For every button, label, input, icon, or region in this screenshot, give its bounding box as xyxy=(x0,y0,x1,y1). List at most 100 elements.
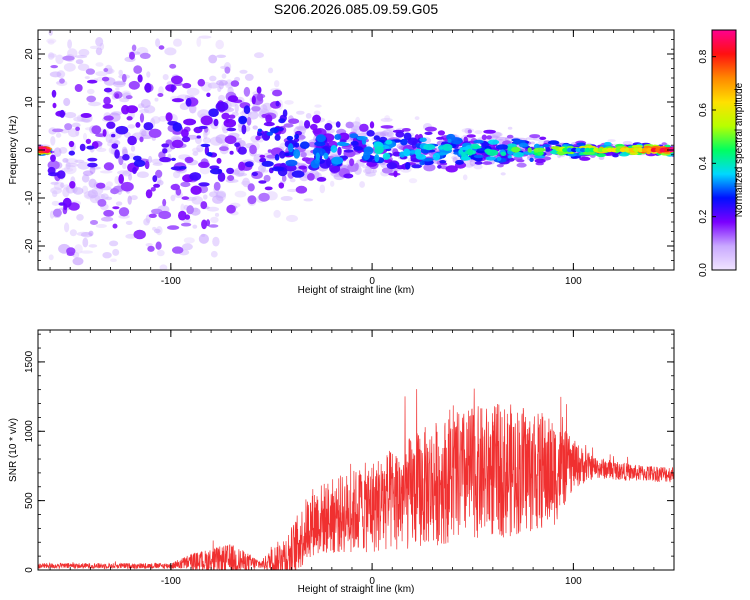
spectrogram-blob xyxy=(133,155,142,161)
spectrogram-blob xyxy=(331,156,344,165)
spectrogram-blob xyxy=(170,84,175,93)
spectrogram-blob xyxy=(208,108,219,117)
spectrogram-blob xyxy=(357,132,370,137)
spectrogram-blob xyxy=(208,224,219,228)
spectrogram-blob xyxy=(288,118,300,124)
spectrogram-blob xyxy=(511,146,521,153)
spectrogram-blob xyxy=(527,147,532,153)
spectrogram-blob xyxy=(237,146,247,155)
spectrogram-blob xyxy=(330,145,338,153)
spectrogram-blob xyxy=(120,181,134,192)
spectrogram-blob xyxy=(185,98,192,107)
spectrogram-y-tick-label: 0 xyxy=(24,147,35,153)
spectrogram-blob xyxy=(380,117,393,122)
spectrogram-blob xyxy=(270,101,282,109)
spectrogram-blob xyxy=(110,258,117,263)
spectrogram-blob xyxy=(518,142,529,148)
spectrogram-blob xyxy=(59,109,65,118)
spectrogram-blob xyxy=(133,65,143,74)
spectrogram-blob xyxy=(382,152,391,160)
spectrogram-blob xyxy=(286,214,298,223)
spectrogram-blob xyxy=(141,130,147,137)
spectrogram-blob xyxy=(64,123,73,131)
spectrogram-blob xyxy=(372,169,377,174)
spectrogram-blob xyxy=(189,172,202,181)
spectrogram-blob xyxy=(78,48,90,57)
spectrogram-blob xyxy=(506,134,514,139)
spectrogram-blob xyxy=(87,162,98,168)
spectrogram-blob xyxy=(183,118,197,126)
spectrogram-blob xyxy=(171,98,184,103)
spectrogram-blob xyxy=(129,51,135,60)
snr-y-label: SNR (10 * v/v) xyxy=(8,418,19,482)
spectrogram-blob xyxy=(259,157,267,163)
spectrogram-blob xyxy=(56,170,66,179)
spectrogram-blob xyxy=(227,95,239,103)
spectrogram-blob xyxy=(284,100,294,105)
spectrogram-blob xyxy=(305,113,312,119)
spectrogram-peak-blob xyxy=(624,147,631,153)
spectrogram-blob xyxy=(148,128,162,138)
spectrogram-blob xyxy=(95,224,107,228)
spectrogram-blob xyxy=(542,144,550,148)
spectrogram-blobs xyxy=(38,30,674,270)
spectrogram-blob xyxy=(178,210,187,221)
spectrogram-blob xyxy=(403,148,411,157)
spectrogram-blob xyxy=(103,68,109,72)
spectrogram-blob xyxy=(215,39,224,50)
spectrogram-blob xyxy=(206,92,211,98)
spectrogram-blob xyxy=(109,240,119,247)
spectrogram-blob xyxy=(266,131,273,136)
spectrogram-blob xyxy=(216,79,228,86)
spectrogram-blob xyxy=(312,114,321,124)
spectrogram-blob xyxy=(307,173,315,181)
spectrogram-blob xyxy=(221,112,230,120)
spectrogram-blob xyxy=(629,151,639,155)
spectrogram-blob xyxy=(299,141,310,149)
spectrogram-blob xyxy=(473,154,484,159)
spectrogram-blob xyxy=(373,135,380,141)
spectrogram-blob xyxy=(198,161,210,168)
spectrogram-blob xyxy=(402,128,411,132)
spectrogram-peak-blob xyxy=(602,147,609,153)
spectrogram-blob xyxy=(127,135,137,146)
spectrogram-blob xyxy=(155,241,162,250)
spectrogram-blob xyxy=(278,182,285,189)
spectrogram-blob xyxy=(256,86,262,94)
spectrogram-blob xyxy=(259,154,266,158)
spectrogram-blob xyxy=(294,133,299,140)
spectrogram-blob xyxy=(155,38,161,47)
spectrogram-blob xyxy=(47,52,55,60)
spectrogram-blob xyxy=(100,170,113,174)
spectrogram-blob xyxy=(262,102,272,111)
spectrogram-peak-blob xyxy=(593,147,600,153)
spectrogram-peak-blob xyxy=(610,147,618,153)
spectrogram-blob xyxy=(112,223,118,229)
spectrogram-blob xyxy=(545,146,551,152)
spectrogram-blob xyxy=(226,204,236,214)
snr-x-label: Height of straight line (km) xyxy=(298,584,415,595)
spectrogram-blob xyxy=(198,35,212,39)
spectrogram-blob xyxy=(483,129,496,134)
spectrogram-blob xyxy=(529,157,534,162)
spectrogram-blob xyxy=(115,125,129,135)
spectrogram-blob xyxy=(482,161,493,165)
spectrogram-blob xyxy=(436,136,444,140)
spectrogram-blob xyxy=(121,73,127,83)
spectrogram-blob xyxy=(118,207,130,217)
spectrogram-peak-blob xyxy=(637,147,644,153)
spectrogram-blob xyxy=(122,162,127,170)
spectrogram-blob xyxy=(198,233,209,244)
spectrogram-blob xyxy=(437,130,445,136)
spectrogram-blob xyxy=(69,181,76,189)
colorbar: 0.0 0.2 0.4 0.6 0.8 Normalized spectral ampl… xyxy=(698,29,745,277)
spectrogram-blob xyxy=(387,131,394,138)
snr-y-tick-label: 1000 xyxy=(24,420,35,443)
spectrogram-blob xyxy=(136,171,149,178)
spectrogram-blob xyxy=(51,200,60,206)
spectrogram-blob xyxy=(533,147,546,152)
spectrogram-blob xyxy=(316,177,327,182)
spectrogram-blob xyxy=(192,151,199,157)
spectrogram-blob xyxy=(251,171,258,177)
spectrogram-blob xyxy=(213,181,221,191)
